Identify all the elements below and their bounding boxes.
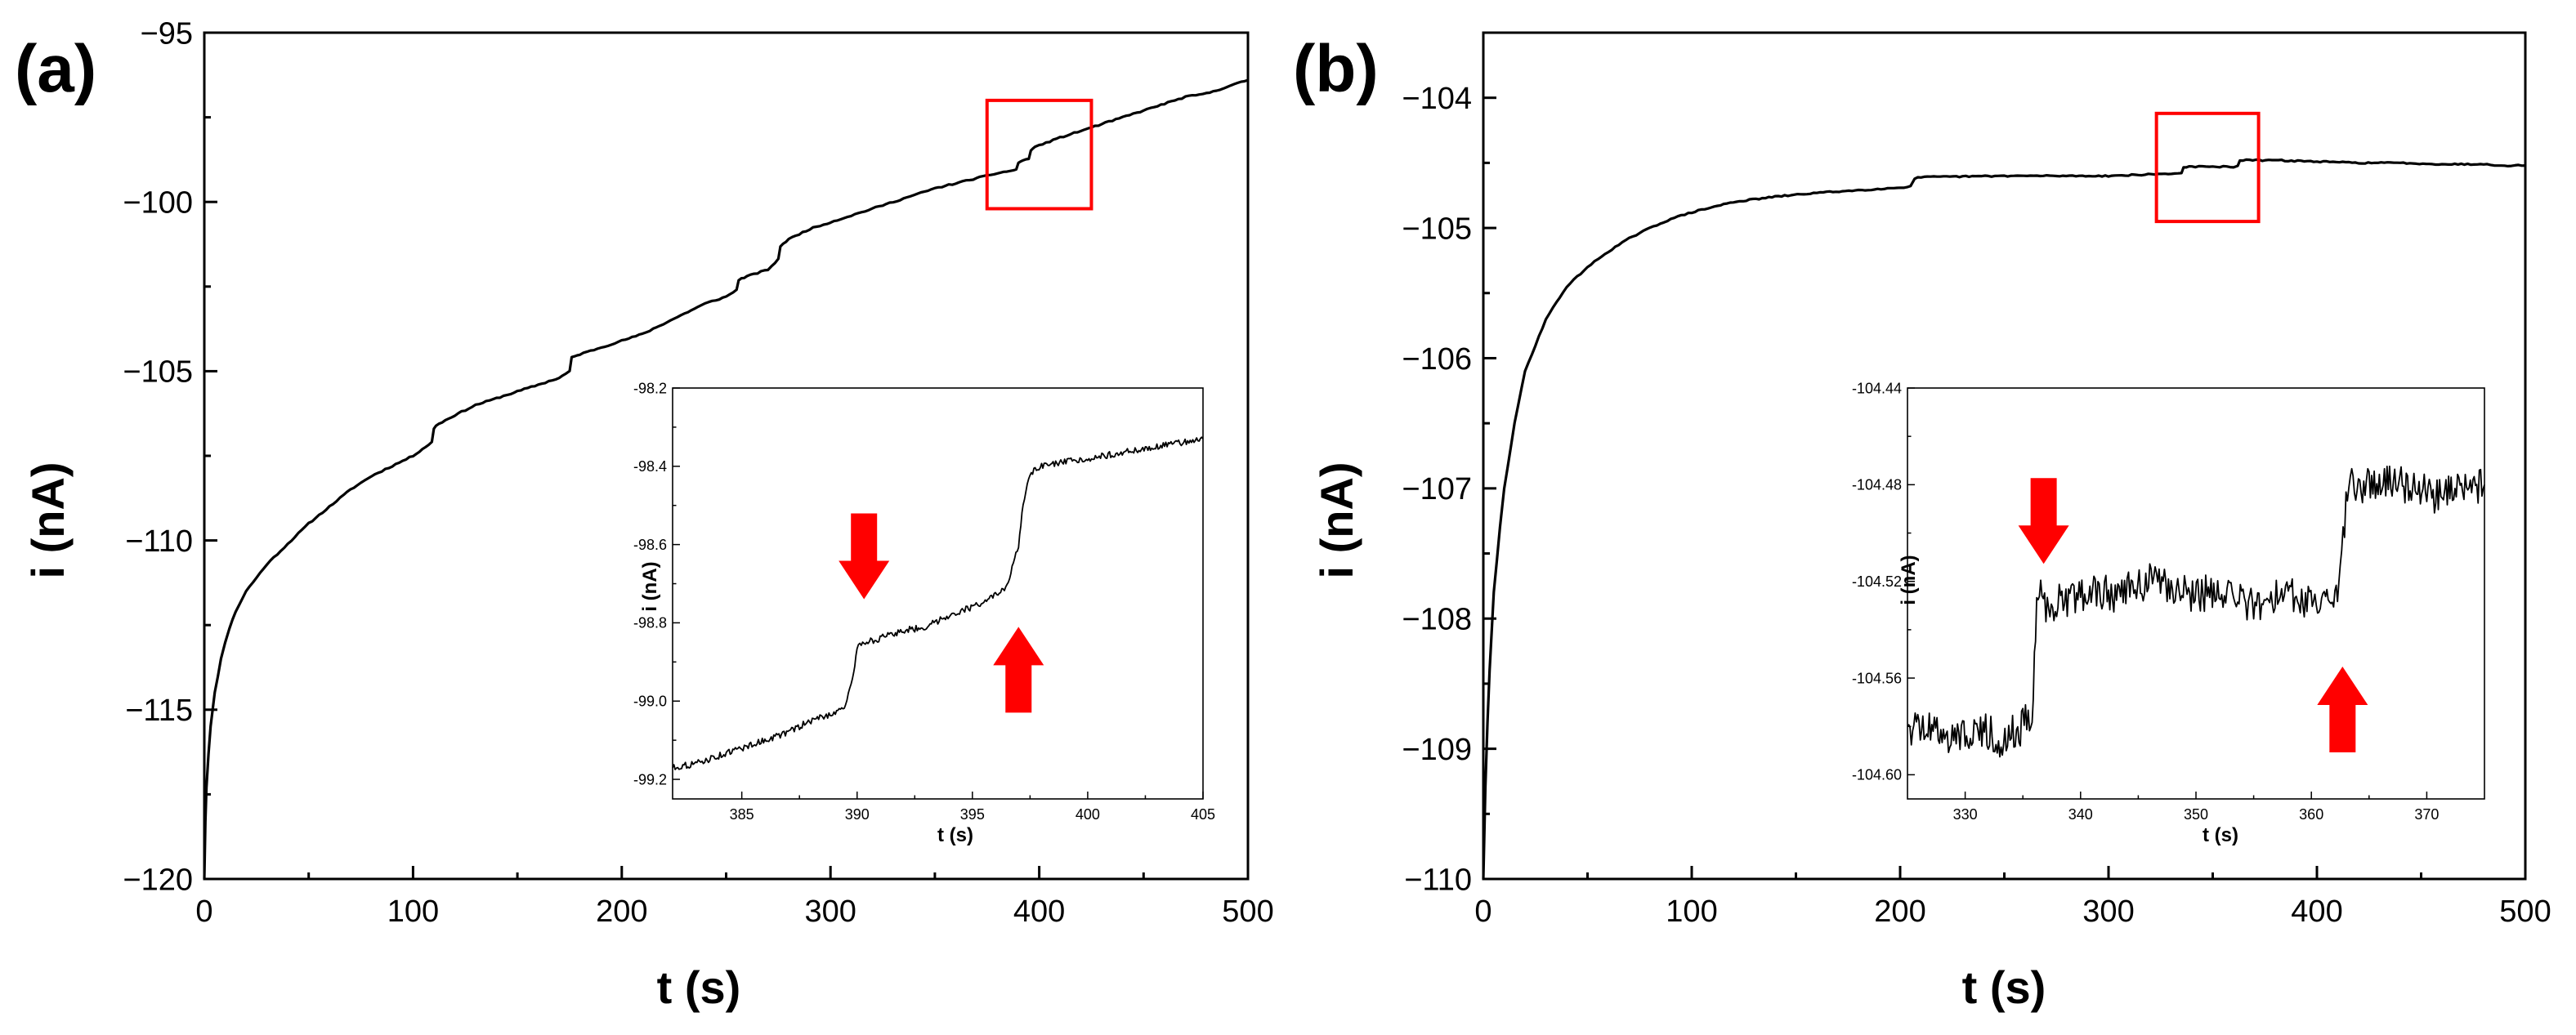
panel-b-inset-ytick-label: -104.60 — [1852, 767, 1902, 783]
panel-b-inset-xlabel: t (s) — [2203, 824, 2238, 846]
panel-a-main-plot: 0 100 200 300 400 500 −120 −115 −110 −105 −100 −95 — [123, 16, 1273, 929]
panel-b-xtick-label: 500 — [2499, 894, 2551, 929]
panel-a-ytick-label: −100 — [123, 186, 193, 221]
panel-b-inset-arrow-up — [2317, 667, 2368, 753]
panel-b-series-line — [1482, 158, 2526, 880]
panel-a-ytick-label: −110 — [125, 524, 193, 559]
panel-b-inset-xtick-label: 370 — [2414, 806, 2439, 823]
panel-a-inset-arrow-up — [993, 627, 1044, 713]
panel-b-inset-arrow-down — [2018, 478, 2069, 564]
panel-b-inset-xtick-label: 330 — [1953, 806, 1978, 823]
panel-a-xtick-label: 100 — [387, 894, 439, 929]
panel-a-inset-xtick-label: 395 — [960, 806, 985, 823]
panel-a-inset-xtick-label: 390 — [845, 806, 870, 823]
panel-b-main-plot: 0 100 200 300 400 500 −110 −109 −108 −107 −106 −105… — [1402, 31, 2551, 929]
panel-b-inset-xtick-label: 340 — [2068, 806, 2093, 823]
panel-b-ytick-label: −108 — [1402, 603, 1472, 637]
panel-b-inset-xtick-label: 350 — [2184, 806, 2208, 823]
panel-a-xtick-label: 400 — [1013, 894, 1065, 929]
panel-b-ylabel: i (nA) — [1311, 462, 1362, 578]
panel-a-label: (a) — [15, 32, 96, 106]
panel-b-inset-xtick-label: 360 — [2299, 806, 2323, 823]
panel-a-inset-series-line — [672, 436, 1204, 770]
panel-b-xlabel: t (s) — [1962, 961, 2046, 1013]
panel-a-inset-arrow-down — [839, 513, 890, 600]
panel-b-xtick-label: 100 — [1666, 894, 1717, 929]
panel-b-xtick-label: 0 — [1474, 894, 1491, 929]
panel-b-ytick-label: −106 — [1402, 342, 1472, 377]
panel-b-inset-ytick-label: -104.44 — [1852, 380, 1902, 396]
panel-a-inset-ytick-label: -99.0 — [633, 694, 667, 710]
panel-a-inset-ylabel: i (nA) — [639, 561, 661, 611]
panel-a-inset-ytick-label: -98.4 — [633, 458, 667, 475]
panel-a-inset-ytick-label: -98.6 — [633, 537, 667, 553]
panel-a-inset-xtick-label: 400 — [1076, 806, 1100, 823]
panel-a-series-line — [203, 78, 1249, 880]
panel-b-ytick-label: −107 — [1402, 472, 1472, 506]
panel-a-ytick-label: −120 — [123, 863, 193, 897]
panel-a-xlabel: t (s) — [657, 961, 741, 1013]
panel-a-inset-frame — [672, 387, 1204, 800]
panel-b-inset-ytick-label: -104.48 — [1852, 477, 1902, 493]
panel-b-ytick-label: −105 — [1402, 212, 1472, 246]
panel-b-inset-ytick-label: -104.52 — [1852, 573, 1902, 590]
panel-b-inset: 330 340 350 360 370 -104.60 -104.56 -104.52 -104… — [1852, 380, 2485, 823]
panel-b-inset-ylabel: i (nA) — [1898, 555, 1920, 604]
panel-a-xtick-label: 300 — [804, 894, 856, 929]
panel-b-label: (b) — [1293, 32, 1379, 106]
panel-a-inset-xtick-label: 405 — [1191, 806, 1215, 823]
panel-b-xtick-label: 200 — [1874, 894, 1925, 929]
panel-a-inset-ytick-label: -98.2 — [633, 380, 667, 396]
panel-a: (a) 0 100 200 300 400 500 −120 −115 −110 −105 −100… — [15, 16, 1274, 1013]
panel-b: (b) 0 100 200 300 400 500 −110 −109 −108 −107 −106… — [1293, 31, 2551, 1013]
panel-a-ylabel: i (nA) — [22, 462, 74, 578]
panel-a-xtick-label: 500 — [1222, 894, 1273, 929]
panel-b-xtick-label: 300 — [2082, 894, 2134, 929]
panel-a-inset-xlabel: t (s) — [937, 824, 973, 846]
panel-a-xtick-label: 0 — [195, 894, 212, 929]
panel-b-inset-series-line — [1907, 465, 2485, 758]
panel-a-inset-xtick-label: 385 — [730, 806, 754, 823]
panel-a-inset: 385 390 395 400 405 -99.2 -99.0 -98.8 -98.6 -98.4… — [633, 380, 1215, 823]
panel-a-ytick-label: −115 — [125, 694, 193, 728]
panel-a-highlight-box — [985, 98, 1093, 211]
panel-b-ytick-label: −109 — [1402, 733, 1472, 767]
panel-a-ytick-label: −95 — [141, 16, 193, 51]
panel-b-inset-ytick-label: -104.56 — [1852, 670, 1902, 686]
panel-b-xtick-label: 400 — [2291, 894, 2342, 929]
panel-a-inset-ytick-label: -98.8 — [633, 615, 667, 631]
panel-b-highlight-box — [2154, 111, 2261, 224]
panel-a-ytick-label: −105 — [123, 355, 193, 390]
panel-b-ytick-label: −110 — [1404, 863, 1472, 897]
panel-a-inset-ytick-label: -99.2 — [633, 771, 667, 787]
panel-a-xtick-label: 200 — [596, 894, 647, 929]
panel-b-ytick-label: −104 — [1402, 82, 1472, 116]
